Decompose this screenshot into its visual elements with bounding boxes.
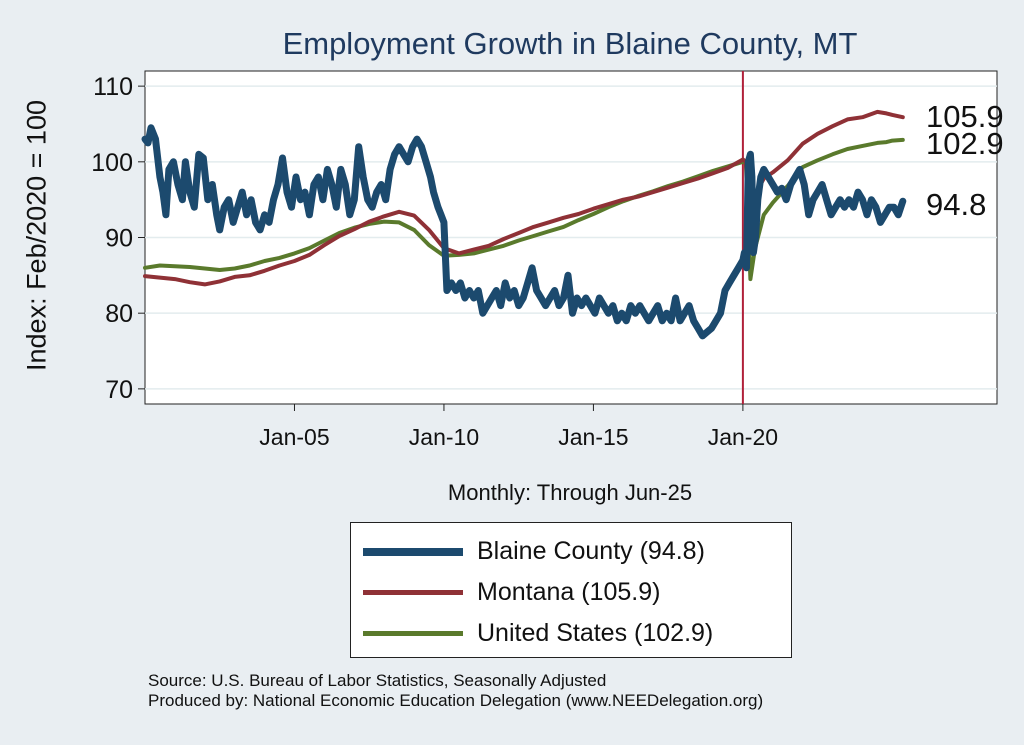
end-value-label: 94.8 <box>926 187 986 222</box>
legend-swatch-us <box>363 631 463 636</box>
line-chart: 70 80 90 100 110 Jan-05 Jan-10 Jan-15 Jan-20 105.… <box>91 70 1004 450</box>
y-tick-label: 100 <box>91 149 133 177</box>
y-tick-label: 70 <box>105 376 133 404</box>
legend-item-montana: Montana (105.9) <box>363 578 660 607</box>
legend-swatch-montana <box>363 590 463 595</box>
legend: Blaine County (94.8) Montana (105.9) Uni… <box>350 522 792 658</box>
legend-label-us: United States (102.9) <box>477 619 714 647</box>
x-tick-label: Jan-10 <box>409 424 479 450</box>
source-note: Source: U.S. Bureau of Labor Statistics,… <box>148 671 763 711</box>
legend-swatch-blaine <box>363 547 463 556</box>
source-line: Source: U.S. Bureau of Labor Statistics,… <box>148 671 607 690</box>
legend-label-montana: Montana (105.9) <box>477 578 661 606</box>
legend-item-us: United States (102.9) <box>363 619 713 648</box>
y-tick-label: 90 <box>105 225 133 253</box>
y-tick-label: 110 <box>93 73 133 101</box>
blaine-county-series <box>141 124 907 340</box>
x-tick-label: Jan-20 <box>708 424 778 450</box>
end-value-label: 102.9 <box>926 126 1004 161</box>
chart-title: Employment Growth in Blaine County, MT <box>282 26 858 61</box>
y-tick-label: 80 <box>105 300 133 328</box>
legend-item-blaine: Blaine County (94.8) <box>363 537 705 566</box>
x-tick-label: Jan-15 <box>558 424 628 450</box>
montana-series <box>143 109 905 287</box>
x-axis-note: Monthly: Through Jun-25 <box>447 480 693 505</box>
legend-label-blaine: Blaine County (94.8) <box>477 537 705 565</box>
x-tick-label: Jan-05 <box>259 424 329 450</box>
produced-by-line: Produced by: National Economic Education… <box>148 691 764 710</box>
end-value-label: 105.9 <box>926 99 1004 134</box>
